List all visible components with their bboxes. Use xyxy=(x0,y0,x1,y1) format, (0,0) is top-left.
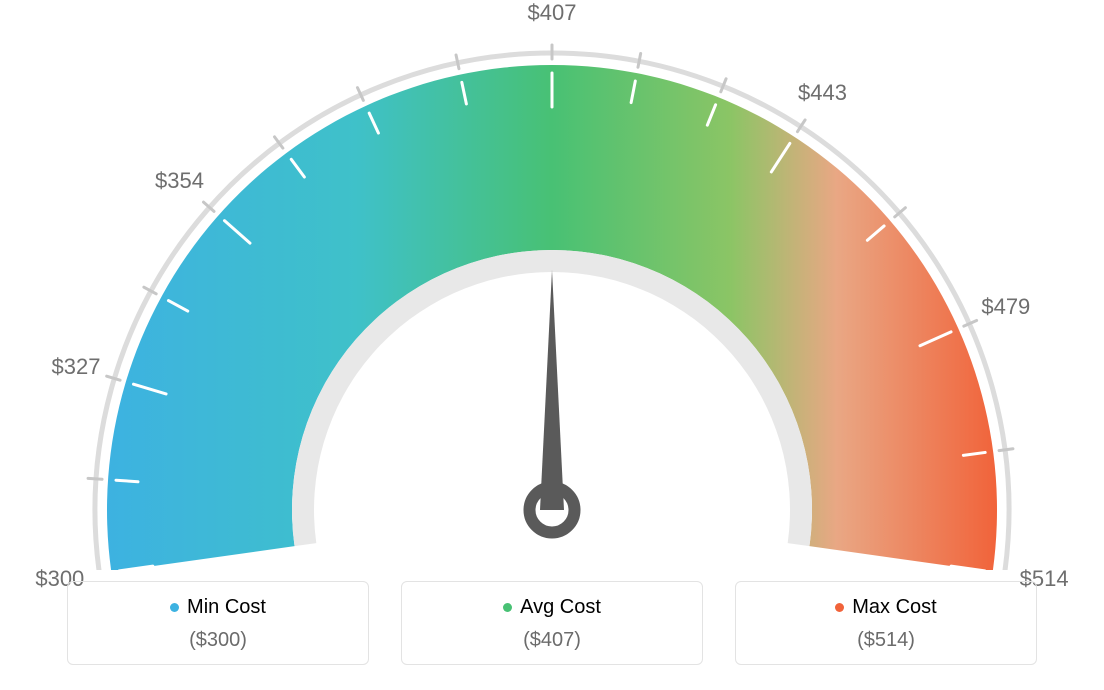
legend-value-min: ($300) xyxy=(68,629,368,652)
legend-box-avg: Avg Cost ($407) xyxy=(401,581,703,665)
gauge-area: $300$327$354$407$443$479$514 xyxy=(0,0,1104,570)
legend-value-max: ($514) xyxy=(736,629,1036,652)
legend: Min Cost ($300) Avg Cost ($407) Max Cost… xyxy=(0,581,1104,665)
legend-dot-avg xyxy=(503,603,512,612)
tick-label: $479 xyxy=(981,294,1030,320)
tick-label: $443 xyxy=(798,80,847,106)
legend-value-avg: ($407) xyxy=(402,629,702,652)
legend-label-avg: Avg Cost xyxy=(520,596,601,619)
tick-label: $354 xyxy=(155,168,204,194)
legend-label-max: Max Cost xyxy=(852,596,936,619)
legend-dot-min xyxy=(170,603,179,612)
legend-box-min: Min Cost ($300) xyxy=(67,581,369,665)
legend-title-max: Max Cost xyxy=(835,596,936,619)
legend-title-avg: Avg Cost xyxy=(503,596,601,619)
legend-title-min: Min Cost xyxy=(170,596,266,619)
legend-box-max: Max Cost ($514) xyxy=(735,581,1037,665)
legend-dot-max xyxy=(835,603,844,612)
legend-label-min: Min Cost xyxy=(187,596,266,619)
gauge-svg xyxy=(0,0,1104,570)
tick-label: $327 xyxy=(52,354,101,380)
tick-label: $407 xyxy=(528,0,577,26)
cost-gauge-chart: $300$327$354$407$443$479$514 Min Cost ($… xyxy=(0,0,1104,690)
